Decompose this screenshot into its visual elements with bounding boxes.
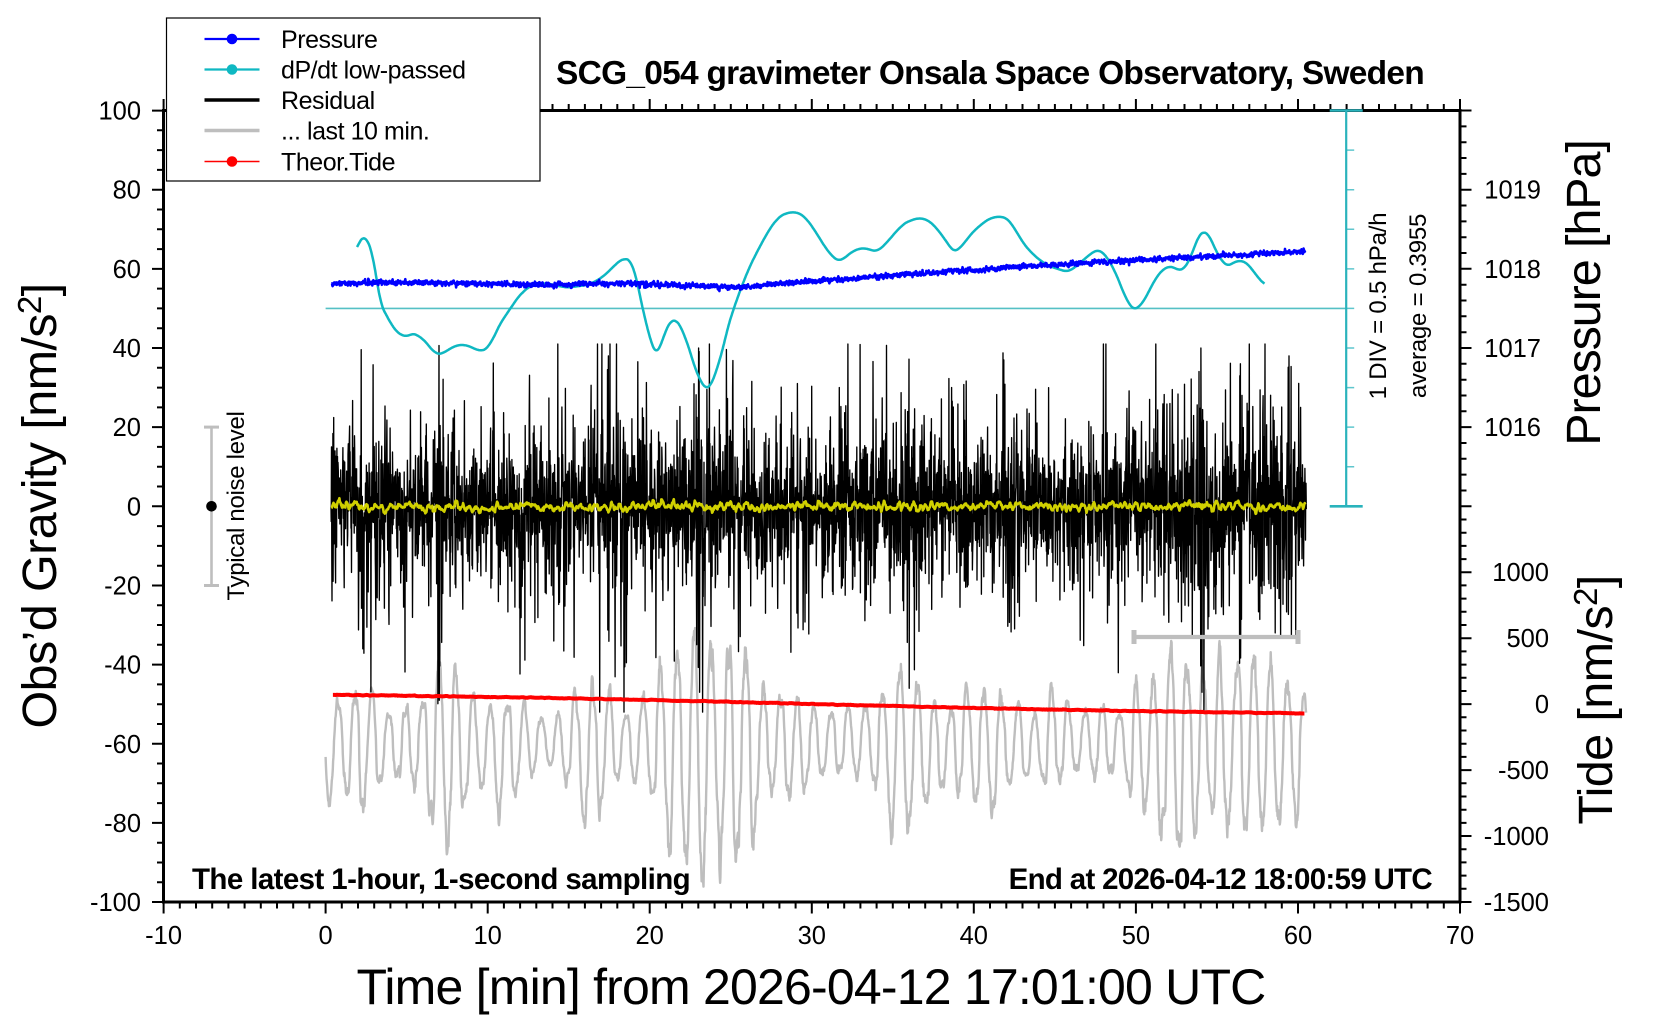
svg-text:30: 30 bbox=[798, 922, 826, 950]
svg-text:-80: -80 bbox=[104, 810, 141, 838]
svg-text:20: 20 bbox=[113, 414, 141, 442]
svg-text:-500: -500 bbox=[1498, 757, 1549, 785]
svg-text:Time [min] from 2026-04-12 17:: Time [min] from 2026-04-12 17:01:00 UTC bbox=[356, 959, 1265, 1015]
svg-text:40: 40 bbox=[960, 922, 988, 950]
svg-text:SCG_054 gravimeter Onsala Spac: SCG_054 gravimeter Onsala Space Observat… bbox=[556, 55, 1424, 92]
svg-text:80: 80 bbox=[113, 177, 141, 205]
svg-text:10: 10 bbox=[474, 922, 502, 950]
svg-text:-40: -40 bbox=[104, 652, 141, 680]
svg-text:1018: 1018 bbox=[1484, 256, 1541, 284]
svg-text:-10: -10 bbox=[145, 922, 182, 950]
svg-text:1016: 1016 bbox=[1484, 414, 1541, 442]
svg-text:-1000: -1000 bbox=[1484, 823, 1549, 851]
svg-text:... last 10 min.: ... last 10 min. bbox=[281, 118, 429, 146]
svg-text:500: 500 bbox=[1506, 625, 1549, 653]
svg-text:-100: -100 bbox=[90, 889, 141, 917]
svg-text:60: 60 bbox=[1284, 922, 1312, 950]
svg-text:1 DIV = 0.5 hPa/h: 1 DIV = 0.5 hPa/h bbox=[1365, 213, 1392, 400]
svg-text:Pressure [hPa]: Pressure [hPa] bbox=[1557, 140, 1611, 445]
svg-text:60: 60 bbox=[113, 256, 141, 284]
svg-text:0: 0 bbox=[319, 922, 333, 950]
svg-text:100: 100 bbox=[98, 98, 141, 126]
svg-text:Tide [nm/s2]: Tide [nm/s2] bbox=[1567, 575, 1623, 824]
svg-text:70: 70 bbox=[1446, 922, 1474, 950]
svg-text:-60: -60 bbox=[104, 731, 141, 759]
svg-text:Theor.Tide: Theor.Tide bbox=[281, 149, 395, 177]
svg-text:0: 0 bbox=[1535, 691, 1549, 719]
svg-text:dP/dt low-passed: dP/dt low-passed bbox=[281, 57, 466, 85]
svg-text:-1500: -1500 bbox=[1484, 889, 1549, 917]
svg-text:End at 2026-04-12 18:00:59 UTC: End at 2026-04-12 18:00:59 UTC bbox=[1009, 863, 1433, 896]
svg-text:Pressure: Pressure bbox=[281, 26, 377, 54]
svg-text:The latest 1-hour, 1-second sa: The latest 1-hour, 1-second sampling bbox=[192, 863, 690, 896]
svg-text:1019: 1019 bbox=[1484, 177, 1541, 205]
svg-text:40: 40 bbox=[113, 335, 141, 363]
svg-text:1000: 1000 bbox=[1492, 559, 1549, 587]
svg-text:Obs’d Gravity [nm/s2]: Obs’d Gravity [nm/s2] bbox=[11, 283, 67, 728]
svg-text:Residual: Residual bbox=[281, 87, 375, 115]
svg-text:Typical noise level: Typical noise level bbox=[223, 411, 250, 600]
svg-text:1017: 1017 bbox=[1484, 335, 1541, 363]
svg-text:20: 20 bbox=[636, 922, 664, 950]
svg-text:-20: -20 bbox=[104, 573, 141, 601]
svg-text:0: 0 bbox=[127, 493, 141, 521]
svg-text:50: 50 bbox=[1122, 922, 1150, 950]
svg-text:average = 0.3955: average = 0.3955 bbox=[1405, 214, 1432, 398]
